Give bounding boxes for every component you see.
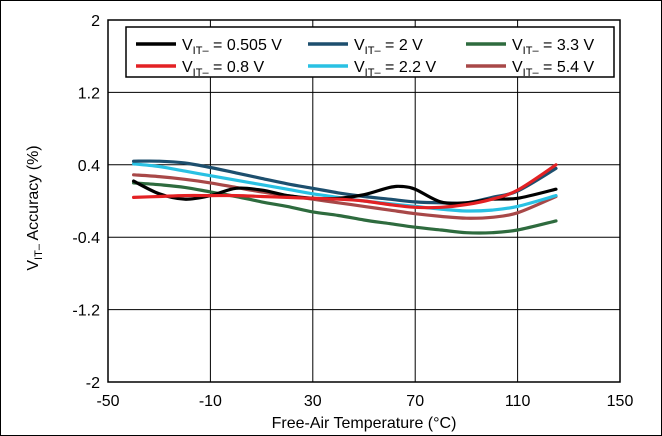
series-line <box>132 173 558 220</box>
plot-frame <box>107 19 621 383</box>
x-tick-label: 30 <box>304 393 322 410</box>
legend-label: VIT– = 0.505 V <box>182 37 282 57</box>
y-tick-label: 1.2 <box>78 85 100 102</box>
series-line <box>132 181 558 235</box>
legend-label: VIT– = 0.8 V <box>182 59 265 79</box>
x-tick-label: 150 <box>607 393 634 410</box>
data-series <box>132 159 558 235</box>
y-axis-title: VIT– Accuracy (%) <box>25 145 45 270</box>
x-tick-label: 110 <box>505 393 531 410</box>
y-tick-label: -1.2 <box>72 303 100 320</box>
series-line <box>132 163 558 210</box>
legend-label: VIT– = 5.4 V <box>512 59 595 79</box>
y-tick-label: -2 <box>86 375 100 392</box>
x-tick-labels: -50 -10 30 70 110 150 <box>96 393 633 410</box>
x-tick-label: 70 <box>406 393 424 410</box>
legend-label: VIT– = 3.3 V <box>512 37 595 57</box>
y-tick-label: 2 <box>91 13 100 30</box>
x-tick-label: -50 <box>96 393 119 410</box>
y-tick-labels: 2 1.2 0.4 -0.4 -1.2 -2 <box>72 13 100 392</box>
x-tick-label: -10 <box>199 393 222 410</box>
y-tick-label: -0.4 <box>72 230 100 247</box>
legend-label: VIT– = 2.2 V <box>354 59 437 79</box>
legend-label: VIT– = 2 V <box>354 37 423 57</box>
x-axis-title: Free-Air Temperature (°C) <box>272 415 457 432</box>
legend-box <box>125 26 615 78</box>
y-tick-label: 0.4 <box>78 158 100 175</box>
legend: VIT– = 0.505 V VIT– = 2 V VIT– = 3.3 VVIT–… <box>125 26 615 79</box>
